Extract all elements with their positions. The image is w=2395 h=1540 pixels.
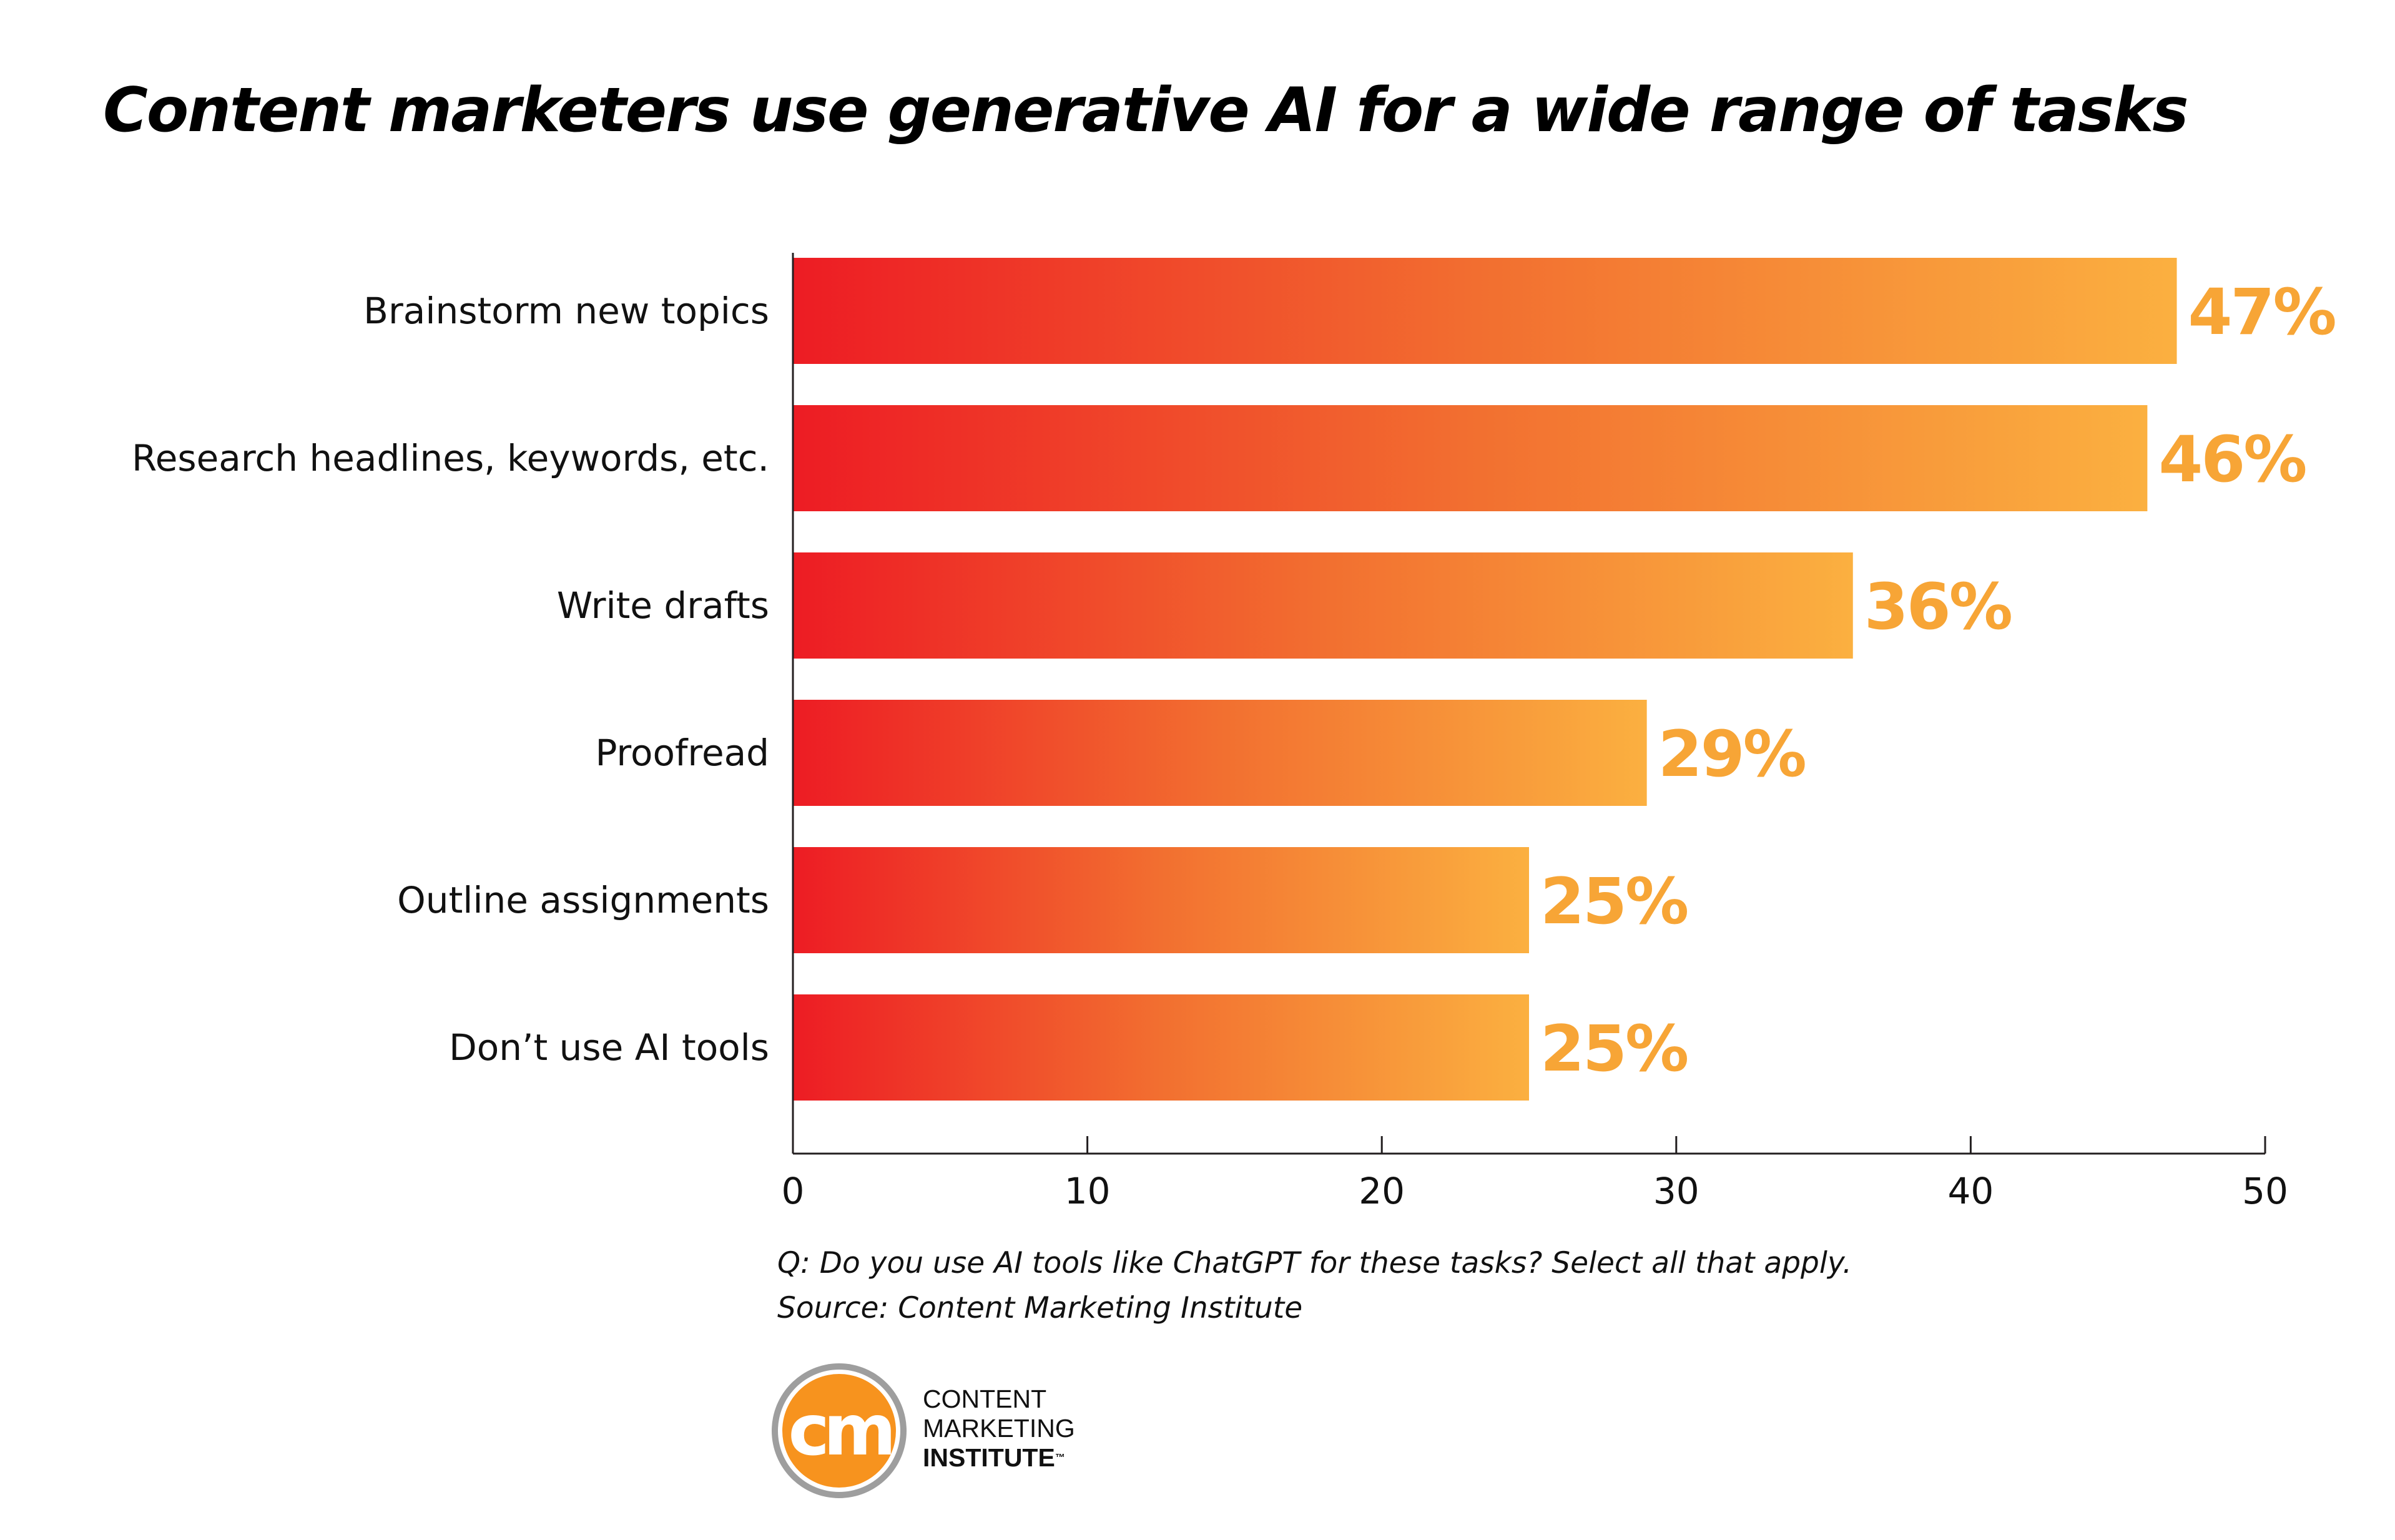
category-label-write-drafts: Write drafts [557, 584, 769, 627]
bar-proofread [793, 700, 1647, 806]
bar-write-drafts [793, 552, 1853, 659]
source-note: Source: Content Marketing Institute [777, 1291, 1303, 1325]
category-label-proofread: Proofread [595, 732, 769, 774]
bar-brainstorm-new-topics [793, 258, 2177, 364]
category-label-brainstorm-new-topics: Brainstorm new topics [363, 290, 769, 332]
bar-research-headlines-keywords-etc [793, 405, 2148, 511]
bars-group [793, 258, 2177, 1101]
cm-monogram-icon: cm [772, 1363, 907, 1498]
survey-question-note: Q: Do you use AI tools like ChatGPT for … [777, 1246, 1852, 1280]
value-label-write-drafts: 36% [1864, 570, 2011, 644]
x-tick-label-0: 0 [782, 1170, 805, 1212]
x-tick-label-50: 50 [2242, 1170, 2288, 1212]
value-label-proofread: 29% [1658, 717, 1805, 792]
x-tick-label-10: 10 [1065, 1170, 1111, 1212]
value-label-outline-assignments: 25% [1540, 865, 1687, 939]
value-label-brainstorm-new-topics: 47% [2188, 275, 2335, 350]
bar-don-t-use-ai-tools [793, 994, 1529, 1101]
x-axis: 0 10 20 30 40 50 [782, 253, 2288, 1212]
value-label-research-headlines-keywords-etc: 46% [2158, 423, 2305, 497]
logo-line-1: CONTENT [923, 1385, 1047, 1413]
logo-line-2: MARKETING [923, 1414, 1075, 1443]
category-labels-group: Brainstorm new topics Research headlines,… [132, 290, 769, 1069]
cmi-logo: cm CONTENT MARKETING INSTITUTE™ [769, 1361, 1081, 1511]
logo-line-3: INSTITUTE [923, 1443, 1055, 1472]
category-label-don-t-use-ai-tools: Don’t use AI tools [449, 1026, 769, 1069]
category-label-outline-assignments: Outline assignments [397, 879, 769, 921]
logo-monogram: cm [788, 1390, 890, 1471]
value-labels-group: 47% 46% 36% 29% 25% 25% [1540, 275, 2337, 1086]
category-label-research-headlines-keywords-etc: Research headlines, keywords, etc. [132, 437, 769, 479]
bar-outline-assignments [793, 847, 1529, 953]
chart-title: Content marketers use generative AI for … [103, 75, 2189, 146]
logo-wordmark: CONTENT MARKETING INSTITUTE™ [923, 1385, 1075, 1473]
x-tick-label-40: 40 [1947, 1170, 1994, 1212]
logo-line-3-wrap: INSTITUTE™ [923, 1443, 1075, 1473]
x-tick-label-30: 30 [1653, 1170, 1699, 1212]
trademark-symbol: ™ [1055, 1453, 1065, 1463]
x-tick-label-20: 20 [1359, 1170, 1405, 1212]
value-label-don-t-use-ai-tools: 25% [1540, 1012, 1687, 1086]
